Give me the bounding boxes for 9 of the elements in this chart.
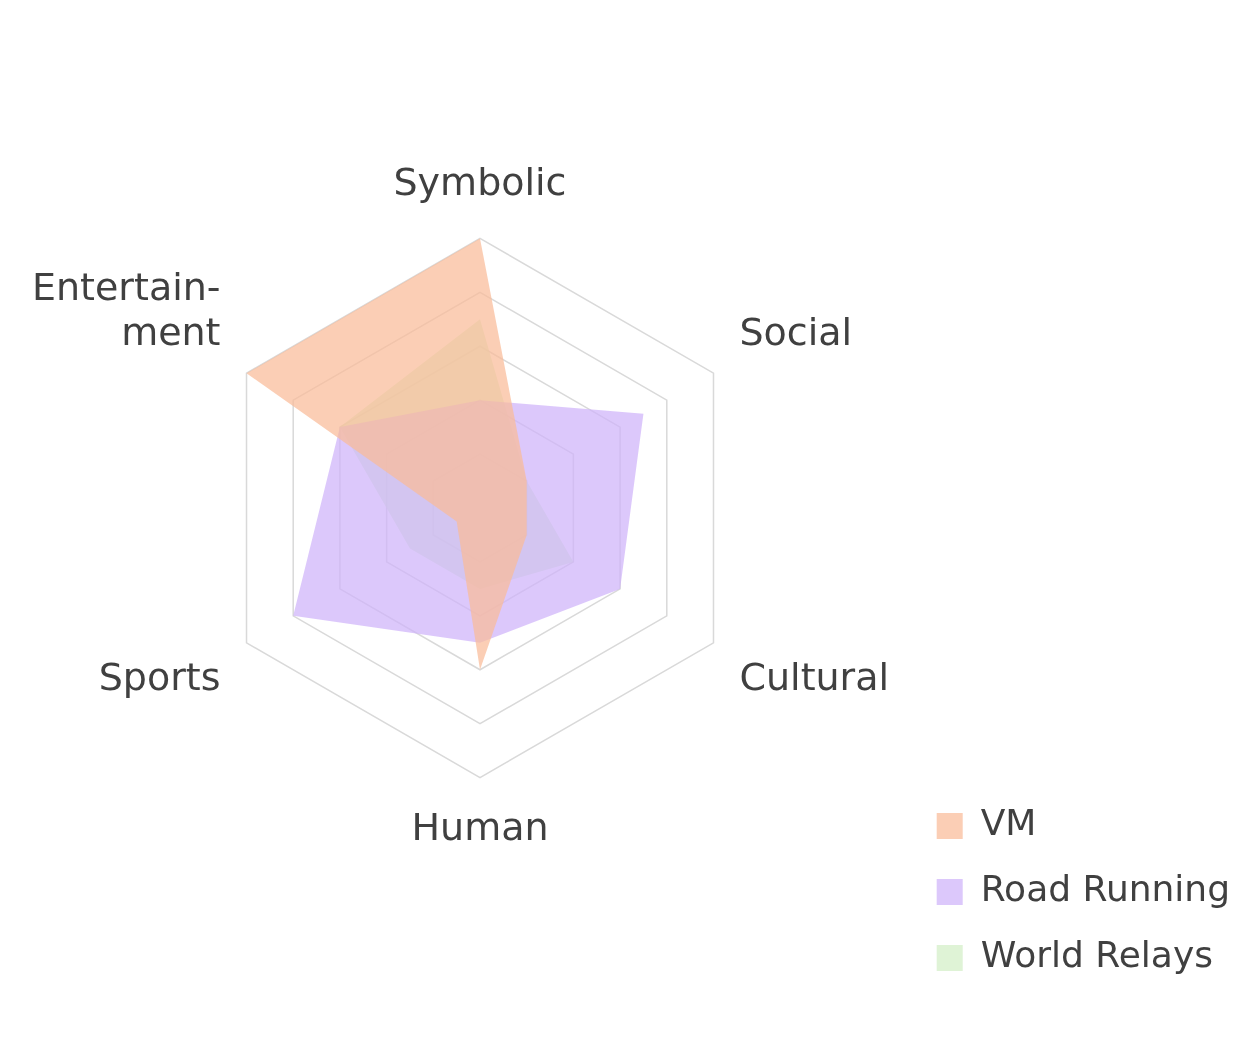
spoke-label: Symbolic [393, 160, 567, 205]
legend-label: VM [980, 802, 1037, 844]
spoke-label: Human [411, 805, 549, 850]
spoke-label: Entertain- ment [31, 264, 221, 355]
spoke-label: Cultural [739, 655, 890, 700]
legend-label: World Relays [980, 934, 1213, 976]
legend-label: Road Running [980, 868, 1230, 910]
spoke-label: Social [739, 310, 853, 355]
spoke-label: Sports [98, 655, 221, 700]
